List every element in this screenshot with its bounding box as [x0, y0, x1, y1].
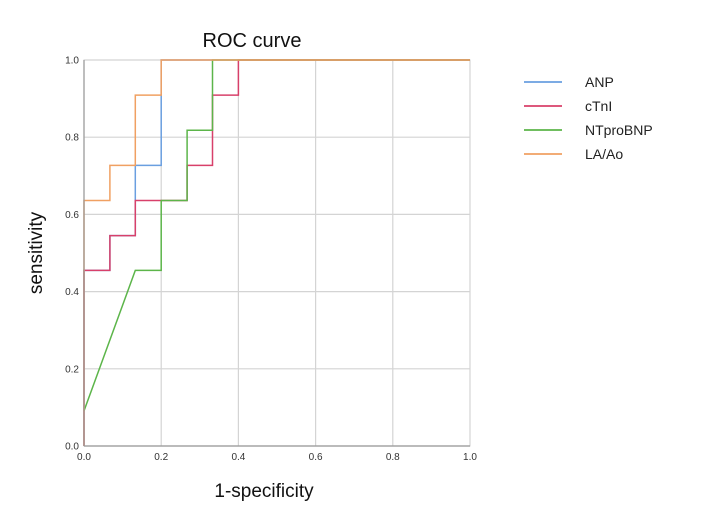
y-tick-label: 0.8: [65, 133, 79, 144]
y-tick-label: 0.6: [65, 210, 79, 221]
series-line-anp: [83, 59, 470, 446]
x-tick-label: 0.0: [77, 452, 91, 463]
legend-item-ntprobnp: NTproBNP: [524, 122, 653, 138]
y-axis-label: sensitivity: [26, 211, 47, 294]
x-tick-label: 0.8: [386, 452, 400, 463]
grid: [83, 59, 471, 447]
series-line-ntprobnp: [83, 59, 470, 412]
series-line-ctni: [83, 59, 470, 446]
legend-label: ANP: [585, 74, 614, 90]
x-axis-label: 1-specificity: [214, 481, 314, 502]
legend-label: cTnI: [585, 98, 612, 114]
tick-labels: 0.0 0.2 0.4 0.6 0.8 1.0 0.0 0.2 0.4 0.6 0.8 1.0: [65, 56, 477, 464]
legend-item-ctni: cTnI: [524, 98, 612, 114]
y-tick-label: 0.2: [65, 364, 79, 375]
y-tick-label: 0.0: [65, 442, 79, 453]
roc-curves: [83, 59, 470, 446]
legend: ANP cTnI NTproBNP LA/Ao: [524, 74, 653, 162]
x-tick-label: 0.4: [231, 452, 245, 463]
x-tick-label: 0.2: [154, 452, 168, 463]
y-tick-label: 0.4: [65, 287, 79, 298]
x-tick-label: 0.6: [309, 452, 323, 463]
chart-title: ROC curve: [203, 30, 302, 52]
plot-frame: [83, 59, 471, 447]
legend-label: NTproBNP: [585, 122, 653, 138]
axes: [83, 60, 470, 447]
series-line-la-ao: [83, 59, 470, 446]
legend-item-anp: ANP: [524, 74, 614, 90]
legend-label: LA/Ao: [585, 146, 623, 162]
y-tick-label: 1.0: [65, 56, 79, 67]
legend-item-la-ao: LA/Ao: [524, 146, 623, 162]
x-tick-label: 1.0: [463, 452, 477, 463]
